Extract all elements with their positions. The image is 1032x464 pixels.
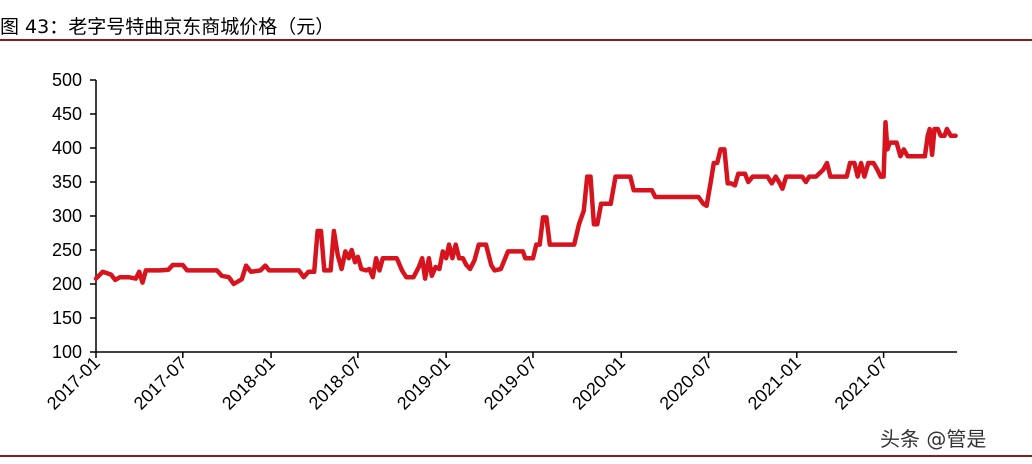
x-axis-ticks: 2017-01 2017-07 2018-01 2018-07 2019-01 2019-… bbox=[43, 352, 891, 414]
watermark: 头条 @管是 bbox=[880, 427, 987, 451]
x-tick-label: 2017-07 bbox=[130, 353, 191, 414]
title-rule bbox=[0, 39, 1032, 41]
y-tick-label: 200 bbox=[52, 274, 82, 294]
x-tick-label: 2021-07 bbox=[831, 353, 892, 414]
x-tick-label: 2019-01 bbox=[393, 353, 454, 414]
y-tick-label: 500 bbox=[52, 70, 82, 90]
y-tick-label: 100 bbox=[52, 342, 82, 362]
y-tick-label: 400 bbox=[52, 138, 82, 158]
y-tick-label: 250 bbox=[52, 240, 82, 260]
y-tick-label: 350 bbox=[52, 172, 82, 192]
price-series-line bbox=[93, 119, 958, 287]
x-tick-label: 2020-07 bbox=[656, 353, 717, 414]
x-tick-label: 2018-01 bbox=[218, 353, 279, 414]
chart-axes bbox=[95, 80, 957, 353]
x-tick-label: 2019-07 bbox=[480, 353, 541, 414]
figure-title: 图 43：老字号特曲京东商城价格（元） bbox=[0, 16, 335, 38]
y-axis-ticks: 100 150 200 250 300 350 400 450 500 bbox=[52, 70, 96, 362]
y-tick-label: 150 bbox=[52, 308, 82, 328]
y-tick-label: 450 bbox=[52, 104, 82, 124]
x-tick-label: 2020-01 bbox=[568, 353, 629, 414]
bottom-rule bbox=[0, 455, 1032, 457]
y-tick-label: 300 bbox=[52, 206, 82, 226]
x-tick-label: 2021-01 bbox=[744, 353, 805, 414]
x-tick-label: 2018-07 bbox=[305, 353, 366, 414]
series-group bbox=[93, 119, 958, 287]
